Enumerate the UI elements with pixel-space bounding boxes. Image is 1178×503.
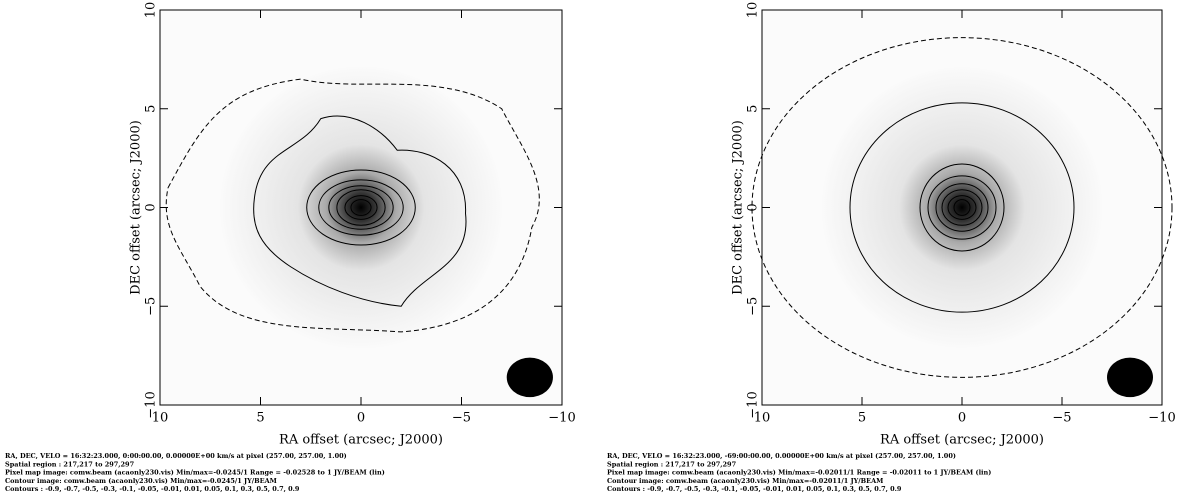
plot-area xyxy=(751,10,1173,405)
contour xyxy=(336,189,386,226)
contour xyxy=(318,179,404,236)
contour xyxy=(849,102,1075,313)
footer-line: Contours : -0.9, -0.7, -0.5, -0.3, -0.1,… xyxy=(5,485,300,493)
intensity-map xyxy=(220,66,502,349)
x-axis-label: RA offset (arcsec; J2000) xyxy=(880,433,1044,448)
y-tick-label: 5 xyxy=(746,105,761,113)
y-axis-label: DEC offset (arcsec; J2000) xyxy=(129,120,144,295)
footer-line: Contour image: comw.beam (acaonly230.vis… xyxy=(5,477,277,485)
x-tick-label: 5 xyxy=(858,411,866,426)
x-tick-label: 10 xyxy=(754,411,771,426)
contour xyxy=(947,195,977,220)
x-tick-label: −10 xyxy=(548,411,575,426)
contour xyxy=(941,189,983,226)
contour xyxy=(306,169,416,246)
x-tick-label: 0 xyxy=(958,411,966,426)
y-tick-label: −5 xyxy=(144,297,159,316)
y-tick-label: −10 xyxy=(144,391,159,418)
footer-line: RA, DEC, VELO = 16:32:23.000, 0:00:00.00… xyxy=(5,452,347,460)
footer-line: Pixel map image: comw.beam (acaonly230.v… xyxy=(607,469,991,477)
beam xyxy=(1107,357,1153,398)
y-axis-label: DEC offset (arcsec; J2000) xyxy=(731,120,746,295)
contour xyxy=(935,183,989,232)
x-tick-label: −10 xyxy=(1148,411,1175,426)
contour xyxy=(919,163,1005,252)
footer-line: Pixel map image: comw.beam (acaonly230.v… xyxy=(5,469,385,477)
footer-line: Contour image: comw.beam (acaonly230.vis… xyxy=(607,477,883,485)
y-tick-label: 0 xyxy=(144,203,159,211)
contour xyxy=(253,115,467,307)
contour xyxy=(953,199,971,216)
contour xyxy=(751,37,1173,378)
footer-line: Spatial region : 217,217 to 297,297 xyxy=(5,460,134,468)
footer-line: Contours : -0.9, -0.7, -0.5, -0.3, -0.1,… xyxy=(607,485,902,493)
contour xyxy=(927,175,997,240)
beam xyxy=(506,357,553,398)
footer-line: RA, DEC, VELO = 16:32:23.000, -69:00:00.… xyxy=(607,452,956,460)
contour xyxy=(344,195,378,220)
x-tick-label: 0 xyxy=(357,411,365,426)
y-tick-label: 10 xyxy=(144,2,159,19)
x-tick-label: 10 xyxy=(152,411,169,426)
x-tick-label: 5 xyxy=(256,411,264,426)
contour xyxy=(328,185,394,230)
plot-area xyxy=(160,10,562,405)
y-tick-label: −5 xyxy=(746,297,761,316)
y-tick-label: 5 xyxy=(144,105,159,113)
y-tick-label: −10 xyxy=(746,391,761,418)
x-tick-label: −5 xyxy=(1052,411,1071,426)
contour xyxy=(165,78,540,333)
x-tick-label: −5 xyxy=(452,411,471,426)
intensity-map xyxy=(822,67,1102,348)
y-tick-label: 10 xyxy=(746,2,761,19)
footer-line: Spatial region : 217,217 to 297,297 xyxy=(607,460,736,468)
y-tick-label: 0 xyxy=(746,203,761,211)
x-axis-label: RA offset (arcsec; J2000) xyxy=(279,433,443,448)
contour xyxy=(350,199,372,216)
